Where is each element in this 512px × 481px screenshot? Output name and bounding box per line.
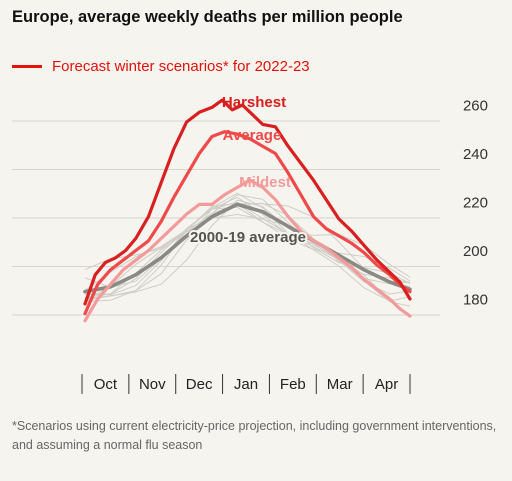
x-tick-label: Dec [186, 376, 213, 393]
series-label: 2000-19 average [190, 229, 306, 246]
footnote: *Scenarios using current electricity-pri… [12, 419, 497, 452]
historical-year-line [84, 201, 411, 278]
x-tick-label: Mar [327, 376, 353, 393]
legend-label: Forecast winter scenarios* for 2022-23 [52, 58, 310, 75]
y-tick-label: 260 [463, 98, 488, 115]
legend: Forecast winter scenarios* for 2022-23 [12, 58, 310, 75]
series-line-average [83, 130, 412, 316]
x-tick-label: Nov [139, 376, 166, 393]
historical-year-line [84, 213, 411, 295]
series-line-2000-19-average [83, 202, 412, 294]
y-tick-label: 240 [463, 146, 488, 163]
y-tick-label: 200 [463, 243, 488, 260]
series-label: Average [223, 127, 282, 144]
chart-title: Europe, average weekly deaths per millio… [12, 8, 403, 26]
y-tick-label: 220 [463, 195, 488, 212]
legend-swatch [12, 65, 42, 68]
series-label: Mildest [239, 174, 291, 191]
x-tick-label: Feb [280, 376, 306, 393]
historical-year-line [84, 203, 411, 288]
historical-year-line [84, 206, 411, 296]
series-line-harshest [83, 98, 412, 306]
y-tick-label: 180 [463, 292, 488, 309]
x-tick-label: Apr [375, 376, 398, 393]
x-tick-label: Jan [234, 376, 258, 393]
series-label: Harshest [222, 94, 286, 111]
historical-year-line [84, 202, 411, 302]
series-line-mildest [83, 178, 412, 323]
x-tick-label: Oct [94, 376, 118, 393]
series-label-halo: 2000-19 average [190, 229, 306, 246]
